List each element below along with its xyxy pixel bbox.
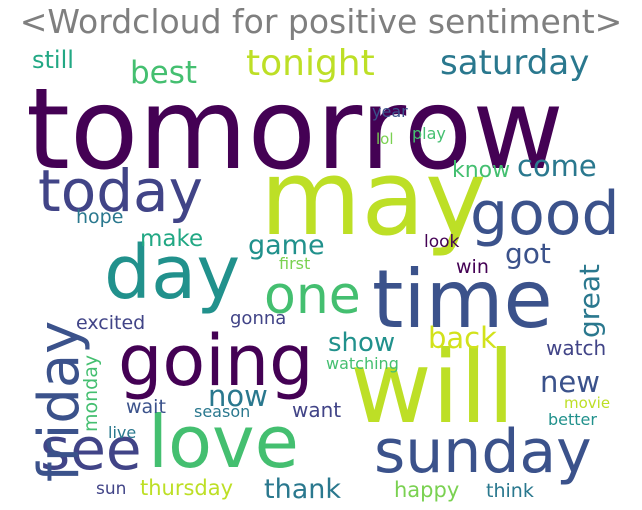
word-show: show — [328, 328, 396, 358]
word-love: love — [148, 400, 299, 484]
chart-title: <Wordcloud for positive sentiment> — [19, 2, 623, 41]
word-new: new — [540, 365, 600, 399]
word-sun: sun — [96, 479, 127, 499]
word-year: year — [372, 102, 408, 121]
word-game: game — [248, 230, 325, 261]
word-may: may — [260, 137, 487, 259]
word-got: got — [505, 237, 551, 270]
word-movie: movie — [564, 394, 611, 412]
word-want: want — [292, 398, 342, 422]
word-going: going — [118, 320, 314, 402]
word-happy: happy — [394, 478, 460, 502]
word-gonna: gonna — [230, 308, 287, 329]
word-great: great — [573, 263, 606, 338]
word-watch: watch — [546, 336, 607, 360]
word-excited: excited — [76, 312, 146, 334]
word-see: see — [40, 415, 142, 483]
word-good: good — [470, 179, 620, 249]
word-win: win — [456, 256, 489, 278]
word-monday: monday — [80, 354, 102, 432]
word-today: today — [38, 157, 203, 225]
word-watching: watching — [326, 354, 399, 373]
word-thank: thank — [264, 474, 341, 505]
word-know: know — [452, 158, 511, 183]
word-will: will — [350, 329, 516, 446]
word-now: now — [208, 379, 268, 413]
word-sunday: sunday — [374, 417, 592, 487]
word-hope: hope — [76, 206, 124, 228]
word-look: look — [424, 232, 460, 252]
word-play: play — [412, 124, 446, 143]
word-best: best — [130, 55, 198, 91]
word-live: live — [108, 423, 137, 442]
word-come: come — [517, 149, 597, 183]
word-tomorrow: tomorrow — [26, 65, 564, 195]
word-wait: wait — [126, 396, 166, 418]
word-day: day — [104, 230, 241, 316]
word-season: season — [194, 402, 251, 421]
word-time: time — [372, 253, 553, 346]
word-better: better — [548, 410, 597, 429]
word-thursday: thursday — [140, 476, 234, 500]
word-saturday: saturday — [440, 43, 590, 83]
word-first: first — [279, 254, 311, 273]
word-think: think — [486, 480, 534, 502]
word-lol: lol — [376, 130, 394, 148]
word-one: one — [264, 266, 361, 326]
word-tonight: tonight — [246, 43, 375, 84]
word-make: make — [140, 226, 204, 252]
word-still: still — [32, 46, 74, 74]
word-back: back — [428, 321, 497, 355]
